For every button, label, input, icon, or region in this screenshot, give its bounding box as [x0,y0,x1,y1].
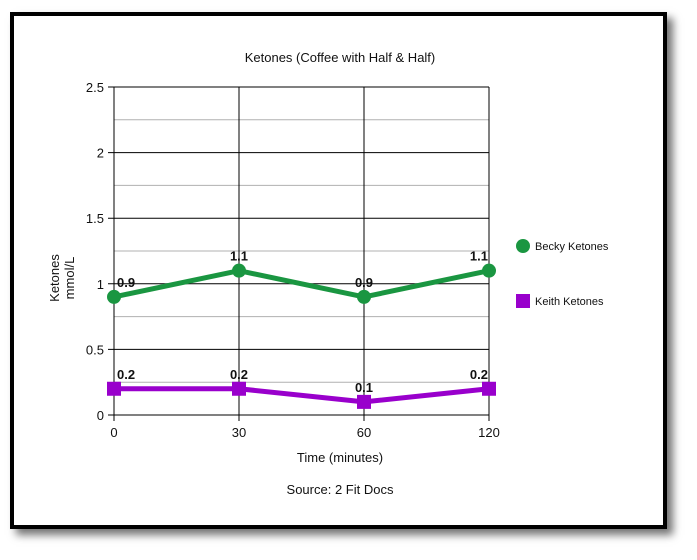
x-tick-label: 0 [110,425,117,440]
data-label: 0.1 [355,380,373,395]
series-line [114,386,490,405]
x-axis-label: Time (minutes) [297,450,383,465]
y-axis-label-line2: mmol/L [62,257,77,300]
y-tick-label: 2 [97,146,104,161]
data-label: 1.1 [230,249,248,264]
data-label: 0.9 [117,275,135,290]
legend-label: Keith Ketones [535,296,604,308]
y-tick-labels: 0 0.5 1 1.5 2 2.5 [86,80,104,423]
chart-title: Ketones (Coffee with Half & Half) [245,50,436,65]
data-label: 0.2 [117,367,135,382]
data-point [482,263,496,278]
data-point [107,381,121,396]
data-label: 0.2 [470,367,488,382]
x-tick-labels: 0 30 60 120 [110,425,499,440]
source-note: Source: 2 Fit Docs [287,482,394,497]
x-tick-label: 120 [478,425,500,440]
data-label: 0.2 [230,367,248,382]
x-tick-label: 30 [232,425,246,440]
data-label: 1.1 [470,249,488,264]
data-point [482,381,496,396]
legend-item: Becky Ketones [516,239,609,253]
grid-lines [108,86,490,421]
y-axis-label-line1: Ketones [47,254,62,302]
series-group: 0.9 1.1 0.9 1.1 0.2 0.2 0.1 0.2 [107,249,496,409]
legend: Becky Ketones Keith Ketones [516,239,609,308]
y-tick-label: 1.5 [86,211,104,226]
legend-marker [516,294,530,308]
data-label: 0.9 [355,275,373,290]
x-tick-label: 60 [357,425,371,440]
data-point [232,381,246,396]
data-point [357,289,371,304]
data-point [232,263,246,278]
legend-label: Becky Ketones [535,241,609,253]
series-line [113,268,490,300]
y-tick-label: 0 [97,408,104,423]
chart-frame [10,12,667,529]
y-tick-label: 2.5 [86,80,104,95]
legend-marker [516,239,530,253]
y-tick-label: 1 [97,277,104,292]
legend-item: Keith Ketones [516,294,604,308]
data-point [357,394,371,409]
data-point [107,289,121,304]
y-tick-label: 0.5 [86,342,104,357]
